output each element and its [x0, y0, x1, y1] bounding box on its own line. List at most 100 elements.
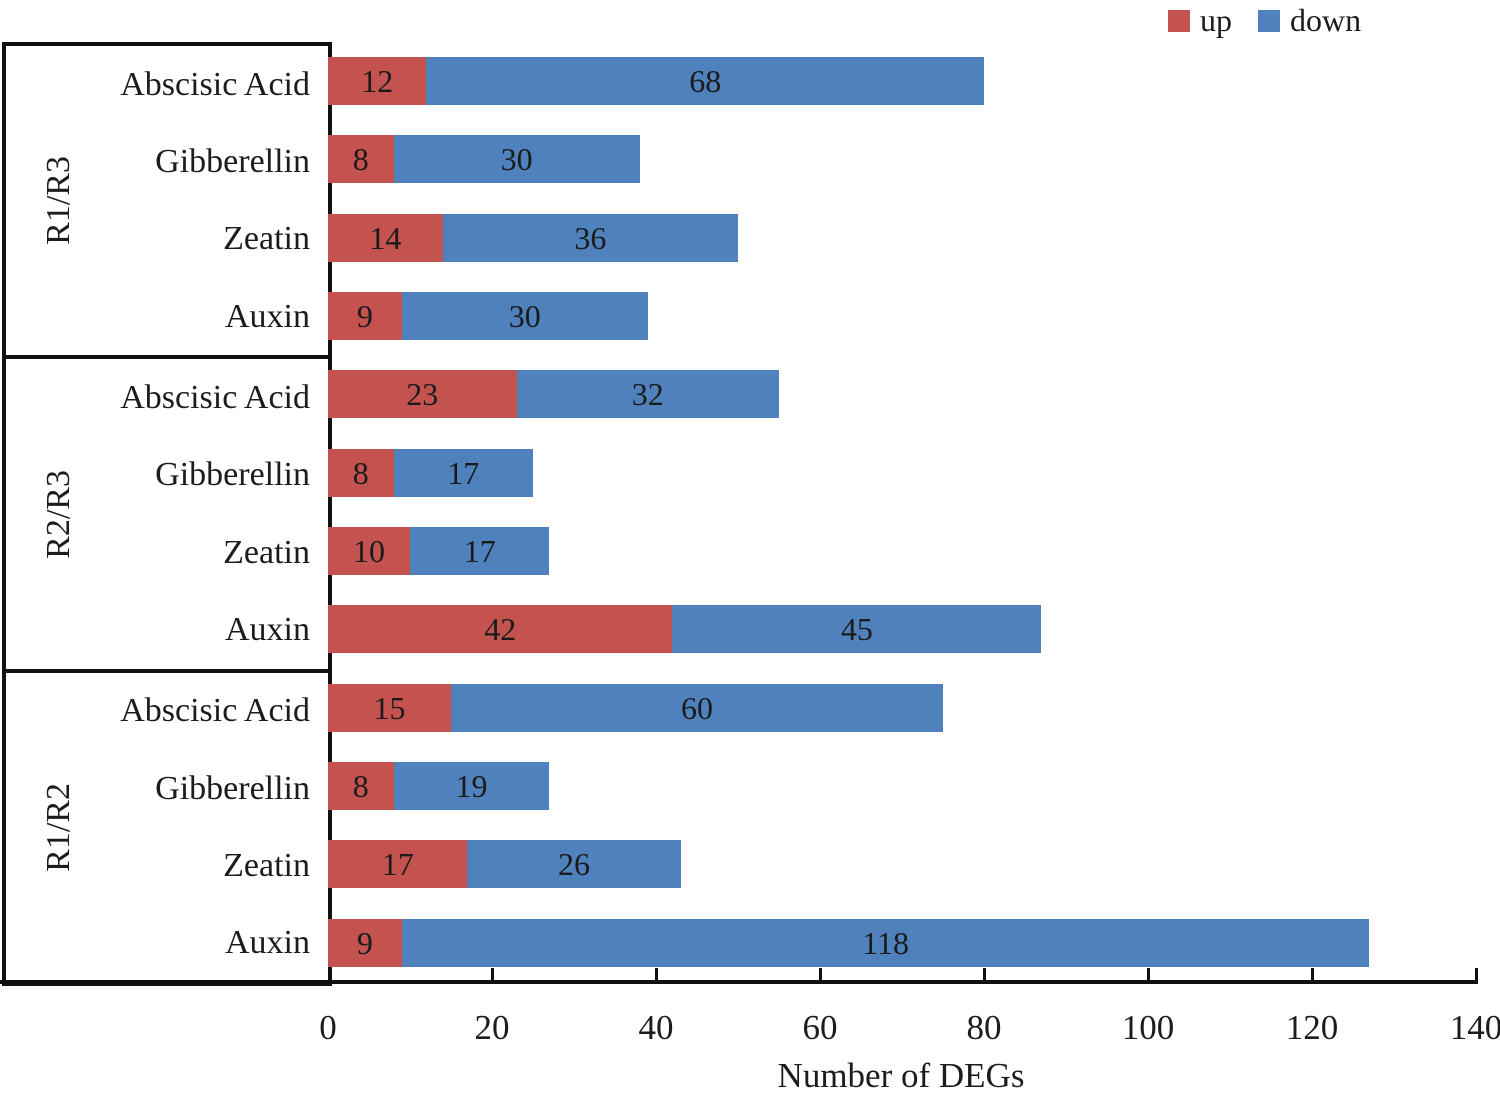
bar-row: 12 68: [328, 42, 1476, 120]
bar-row: 14 36: [328, 199, 1476, 277]
bar-row: 15 60: [328, 669, 1476, 747]
bar-down-value: 36: [574, 219, 607, 256]
x-tick-mark: [1146, 968, 1150, 980]
stacked-bar: 17 26: [328, 840, 681, 889]
category-label-rows: Abscisic Acid Gibberellin Zeatin Auxin: [111, 673, 328, 982]
stacked-bar: 8 17: [328, 448, 533, 497]
legend-item-down: down: [1258, 2, 1361, 39]
group-label: R1/R2: [39, 782, 77, 872]
bar-up-value: 15: [373, 689, 406, 726]
stacked-bar: 23 32: [328, 370, 779, 419]
bar-up-segment: 8: [328, 448, 394, 497]
group-section-r1-r2: R1/R2 Abscisic Acid Gibberellin Zeatin Auxin: [6, 673, 328, 982]
bar-down-value: 32: [631, 376, 664, 413]
group-section-r1-r3: R1/R3 Abscisic Acid Gibberellin Zeatin Auxin: [6, 46, 328, 360]
bar-up-value: 9: [356, 924, 373, 961]
bar-down-segment: 32: [516, 370, 779, 419]
category-label: Auxin: [225, 924, 310, 962]
bar-up-value: 9: [356, 298, 373, 335]
category-label: Abscisic Acid: [120, 378, 310, 416]
group-label: R1/R3: [39, 156, 77, 246]
x-tick-mark: [654, 968, 658, 980]
bar-up-value: 42: [484, 611, 517, 648]
bar-up-value: 8: [352, 454, 369, 491]
bar-down-segment: 19: [393, 762, 550, 811]
x-tick-mark: [1474, 968, 1478, 980]
category-label: Auxin: [225, 610, 310, 648]
stacked-bar: 9 30: [328, 292, 648, 341]
bar-down-value: 30: [500, 141, 533, 178]
x-tick-mark: [818, 968, 822, 980]
bar-row: 8 30: [328, 120, 1476, 198]
x-tick-mark: [490, 968, 494, 980]
x-tick-label: 0: [319, 1008, 337, 1047]
x-tick-mark: [982, 968, 986, 980]
bar-up-value: 23: [406, 376, 439, 413]
bar-up-segment: 10: [328, 527, 410, 576]
bar-down-segment: 36: [442, 213, 738, 262]
category-label: Zeatin: [223, 533, 310, 571]
stacked-bar: 15 60: [328, 683, 943, 732]
stacked-bar: 9 118: [328, 918, 1370, 967]
legend-up-swatch-icon: [1168, 9, 1190, 32]
bar-down-value: 26: [557, 846, 590, 883]
bar-up-value: 17: [381, 846, 414, 883]
group-name-column: R2/R3: [6, 359, 111, 668]
legend-down-label: down: [1290, 2, 1362, 38]
bar-up-segment: 9: [328, 918, 402, 967]
stacked-bar: 12 68: [328, 57, 984, 106]
x-axis-title: Number of DEGs: [777, 1056, 1025, 1095]
bar-up-segment: 9: [328, 292, 402, 341]
bar-down-value: 17: [447, 454, 480, 491]
bar-up-segment: 8: [328, 135, 394, 184]
bar-row: 8 17: [328, 434, 1476, 512]
stacked-bar: 8 30: [328, 135, 640, 184]
group-section-r2-r3: R2/R3 Abscisic Acid Gibberellin Zeatin Auxin: [6, 359, 328, 673]
x-tick-label: 20: [474, 1008, 510, 1047]
bar-up-value: 12: [361, 63, 394, 100]
category-label: Zeatin: [223, 846, 310, 884]
bar-up-value: 8: [352, 768, 369, 805]
x-tick-label: 140: [1449, 1008, 1500, 1047]
category-label: Gibberellin: [155, 769, 310, 807]
category-label-rows: Abscisic Acid Gibberellin Zeatin Auxin: [111, 46, 328, 355]
bar-down-value: 19: [455, 768, 488, 805]
group-label: R2/R3: [39, 469, 77, 559]
bar-down-segment: 68: [426, 57, 984, 106]
legend-down-swatch-icon: [1258, 9, 1280, 32]
bar-down-segment: 17: [410, 527, 550, 576]
bar-up-segment: 14: [328, 213, 443, 262]
stacked-bar: 42 45: [328, 605, 1042, 654]
x-tick-label: 100: [1121, 1008, 1175, 1047]
bar-row: 8 19: [328, 747, 1476, 825]
x-axis-line: [0, 980, 1478, 984]
x-tick-label: 120: [1285, 1008, 1339, 1047]
bar-up-value: 10: [353, 533, 385, 570]
category-label: Abscisic Acid: [120, 65, 310, 103]
bar-up-segment: 23: [328, 370, 517, 419]
bar-down-value: 17: [463, 533, 496, 570]
category-label: Auxin: [225, 297, 310, 335]
bar-row: 9 118: [328, 904, 1476, 982]
bar-row: 23 32: [328, 355, 1476, 433]
bar-up-segment: 15: [328, 683, 451, 732]
bar-up-segment: 42: [328, 605, 673, 654]
x-tick-label: 60: [802, 1008, 838, 1047]
bar-row: 42 45: [328, 590, 1476, 668]
category-label: Abscisic Acid: [120, 692, 310, 730]
bar-up-segment: 12: [328, 57, 427, 106]
bar-up-segment: 17: [328, 840, 468, 889]
bar-up-value: 14: [369, 219, 402, 256]
bar-down-segment: 30: [393, 135, 640, 184]
bar-down-segment: 118: [401, 918, 1370, 967]
bar-row: 17 26: [328, 825, 1476, 903]
stacked-bar: 8 19: [328, 762, 550, 811]
bar-down-segment: 17: [393, 448, 533, 497]
bar-down-segment: 26: [467, 840, 681, 889]
category-label: Gibberellin: [155, 142, 310, 180]
category-label-rows: Abscisic Acid Gibberellin Zeatin Auxin: [111, 359, 328, 668]
bar-up-segment: 8: [328, 762, 394, 811]
bar-down-value: 30: [508, 298, 541, 335]
x-tick-label: 80: [966, 1008, 1002, 1047]
x-tick-mark: [1310, 968, 1314, 980]
